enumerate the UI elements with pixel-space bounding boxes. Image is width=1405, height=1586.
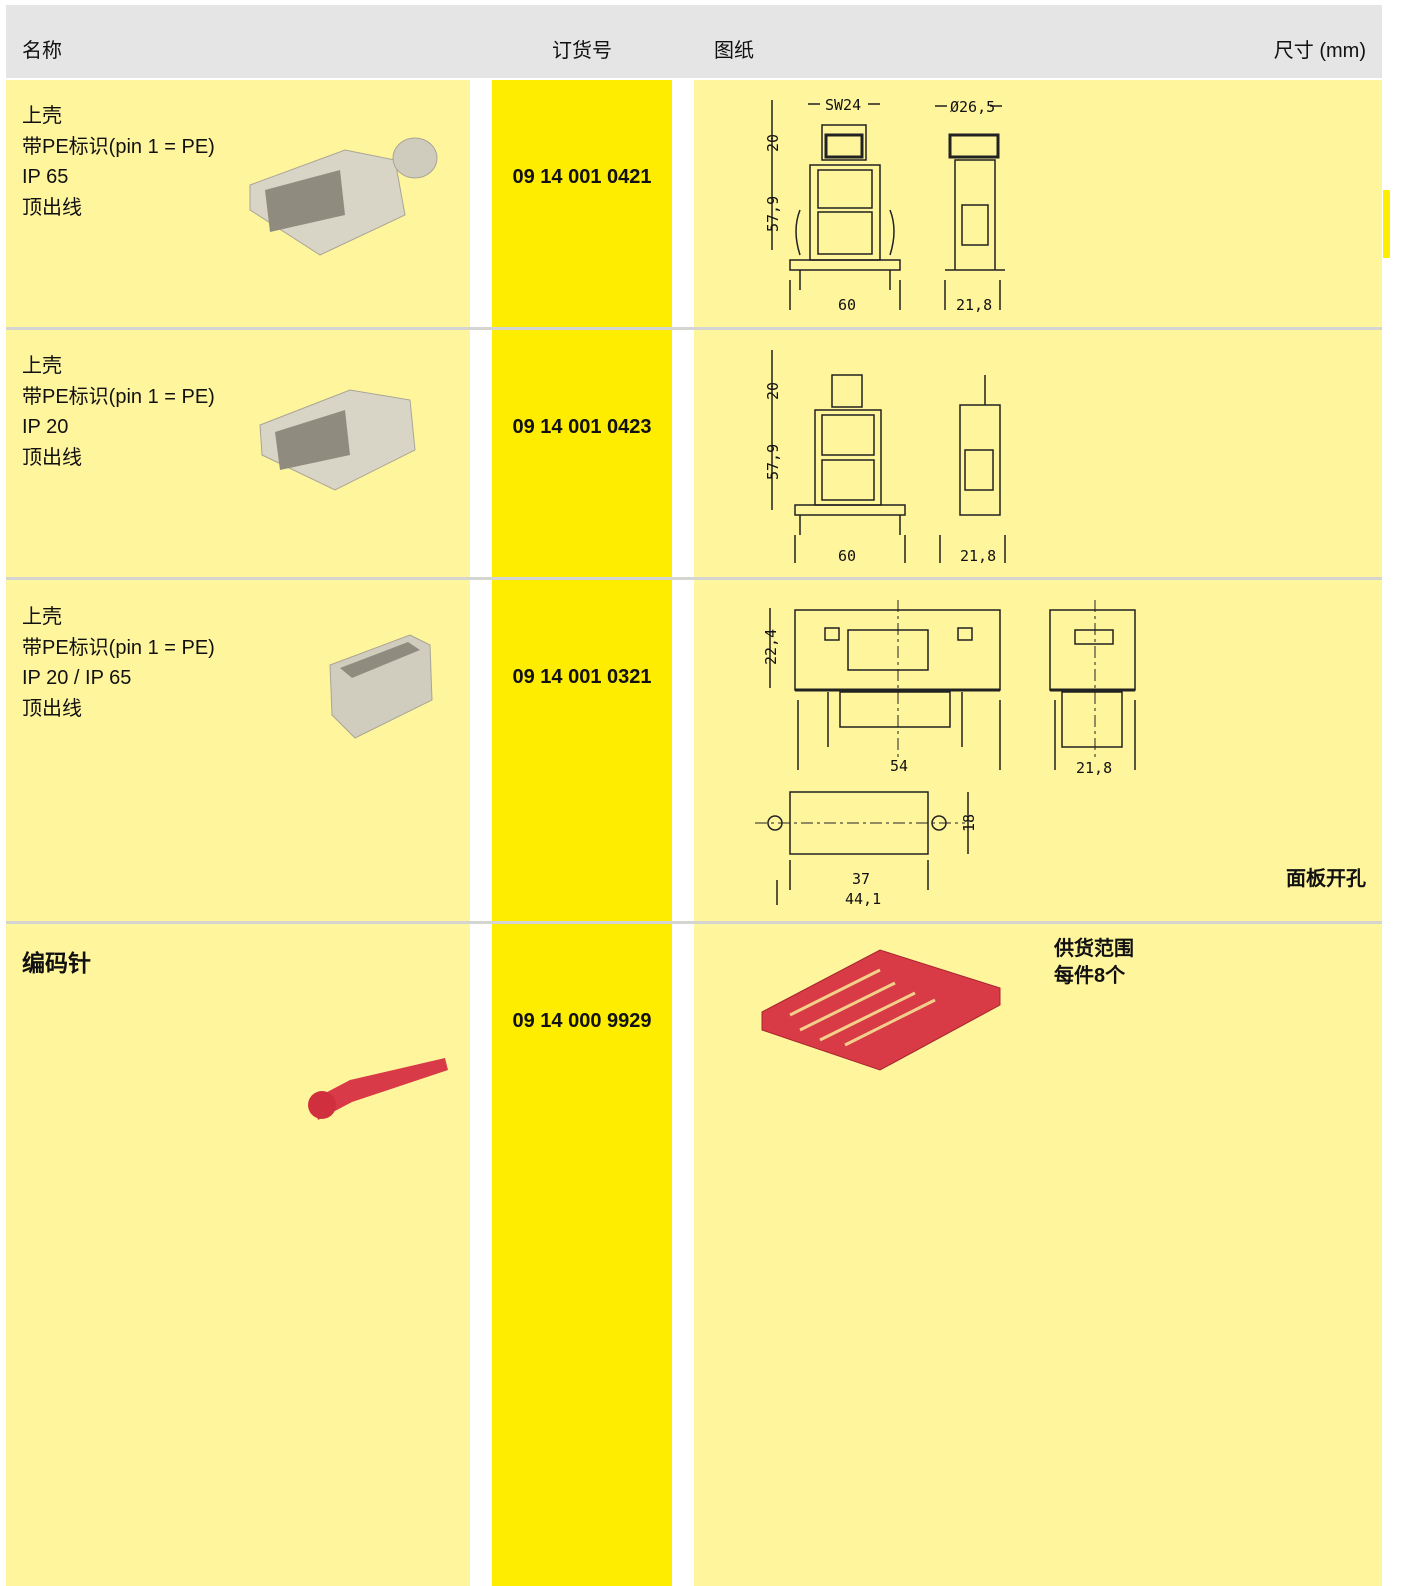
header-drawing: 图纸: [714, 40, 754, 62]
name-line: 上壳: [22, 606, 62, 628]
product-image: [308, 1058, 448, 1120]
dimension-label: 37: [852, 870, 870, 888]
product-image: [761, 949, 1001, 1071]
order-number: 09 14 001 0421: [512, 166, 652, 188]
dimension-label: 22,4: [762, 629, 780, 665]
order-number: 09 14 000 9929: [512, 1010, 652, 1032]
row-separator: [6, 327, 1382, 330]
name-line: 上壳: [22, 355, 62, 377]
dimension-label: 57,9: [764, 196, 782, 232]
dimension-label: 54: [890, 757, 908, 775]
product-image: [329, 634, 433, 739]
technical-drawing: 22,4 54 21,8 18 37 44,1: [755, 600, 1136, 908]
dimension-label: 60: [838, 547, 856, 565]
order-column: [492, 80, 672, 1586]
technical-drawing: SW24 Ø26,5 20 57,9 60 21,8: [764, 96, 1005, 314]
product-name: 上壳 带PE标识(pin 1 = PE) IP 65 顶出线: [22, 101, 215, 223]
order-number: 09 14 001 0423: [512, 416, 652, 438]
technical-drawing: 20 57,9 60 21,8: [764, 350, 1006, 565]
dimension-label: 20: [764, 382, 782, 400]
name-line: 带PE标识(pin 1 = PE): [22, 135, 215, 158]
header-order: 订货号: [552, 40, 612, 62]
name-line: IP 65: [22, 166, 69, 188]
name-column: [6, 80, 470, 1586]
row-separator: [6, 921, 1382, 924]
row-separator: [6, 577, 1382, 580]
name-line: 编码针: [22, 950, 91, 976]
name-line: 顶出线: [22, 196, 82, 219]
name-line: IP 20 / IP 65: [22, 667, 132, 689]
drawing-column: [694, 80, 1382, 1586]
order-number: 09 14 001 0321: [512, 666, 652, 688]
name-line: 顶出线: [22, 697, 82, 720]
dimension-label: 21,8: [960, 547, 996, 565]
name-line: 顶出线: [22, 446, 82, 469]
supply-note: 供货范围 每件8个: [1054, 936, 1134, 990]
header-dimensions: 尺寸 (mm): [1273, 40, 1366, 62]
dimension-label: Ø26,5: [950, 98, 995, 116]
dimension-label: 21,8: [1076, 759, 1112, 777]
dimension-label: 21,8: [956, 296, 992, 314]
header-name: 名称: [22, 40, 62, 62]
dimension-label: 60: [838, 296, 856, 314]
side-tab: [1383, 190, 1390, 258]
dimension-label: SW24: [825, 96, 861, 114]
name-line: 带PE标识(pin 1 = PE): [22, 636, 215, 659]
product-image: [259, 389, 416, 491]
dimension-label: 18: [960, 814, 978, 832]
panel-cutout-note: 面板开孔: [1286, 868, 1366, 890]
product-name: 编码针: [22, 948, 91, 979]
header-bar: [6, 5, 1382, 78]
dimension-label: 44,1: [845, 890, 881, 908]
note-line: 供货范围: [1054, 938, 1134, 960]
name-line: 带PE标识(pin 1 = PE): [22, 385, 215, 408]
note-line: 每件8个: [1054, 965, 1126, 987]
product-name: 上壳 带PE标识(pin 1 = PE) IP 20 顶出线: [22, 351, 215, 473]
name-line: IP 20: [22, 416, 69, 438]
dimension-label: 20: [764, 134, 782, 152]
name-line: 上壳: [22, 105, 62, 127]
product-image: [249, 137, 438, 256]
product-name: 上壳 带PE标识(pin 1 = PE) IP 20 / IP 65 顶出线: [22, 602, 215, 724]
dimension-label: 57,9: [764, 444, 782, 480]
